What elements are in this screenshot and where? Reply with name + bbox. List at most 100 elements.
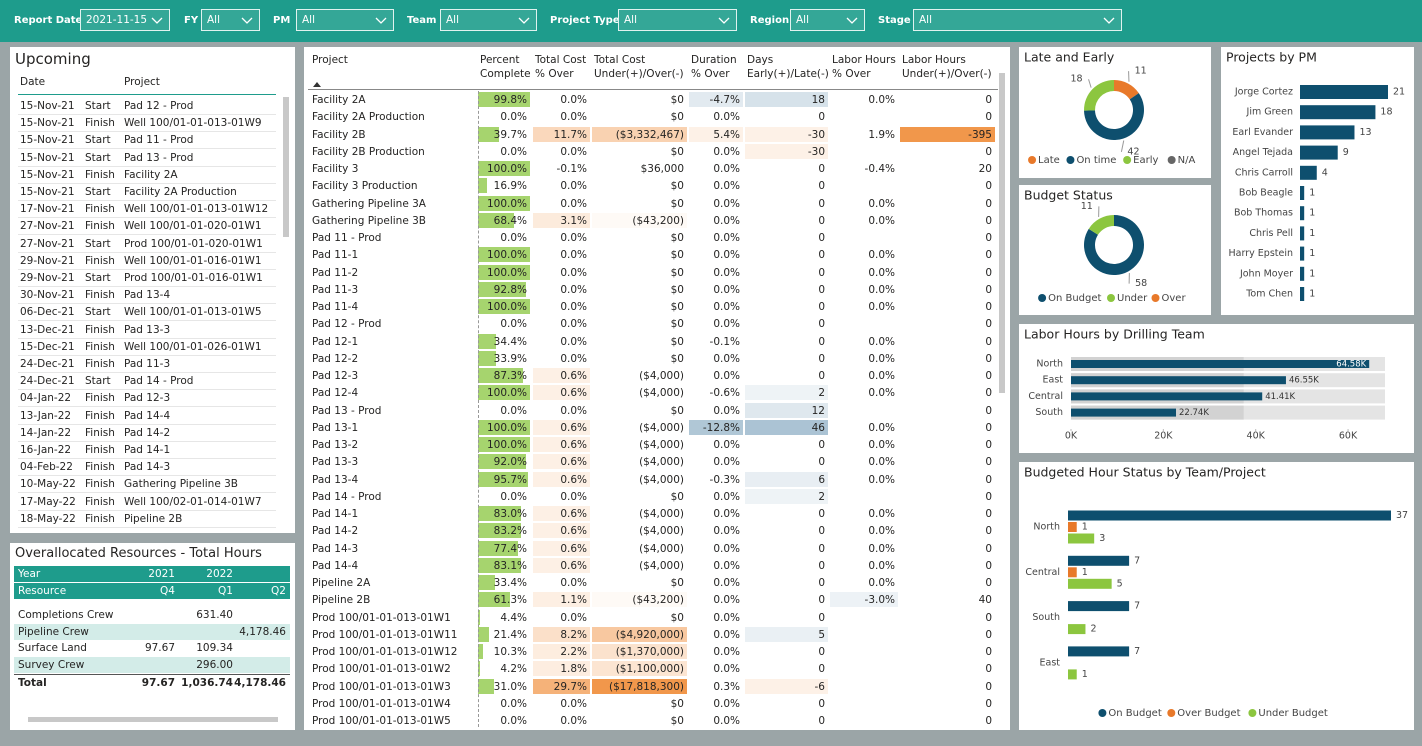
row-bg — [14, 656, 290, 673]
chart-title: Budgeted Hour Status by Team/Project — [1024, 465, 1266, 480]
cell: Facility 2A Production — [124, 186, 237, 198]
scrollbar[interactable] — [999, 73, 1005, 393]
cell: Facility 2B Production — [312, 145, 425, 158]
cell: 0.0% — [560, 697, 587, 710]
cell: 10-May-22 — [20, 478, 76, 491]
cell: 0.0% — [560, 180, 587, 193]
data-label: 41.41K — [1265, 392, 1295, 402]
cell: 0 — [985, 335, 992, 348]
cell: Prod 100/01-01-013-01W3 — [312, 680, 451, 693]
cell: 0 — [985, 145, 992, 158]
filter-dropdown[interactable]: All — [201, 9, 260, 31]
cell: 0 — [818, 301, 825, 313]
cell-bg — [592, 126, 687, 142]
percent-bar — [478, 575, 496, 590]
bar — [1071, 376, 1286, 385]
category-label: East — [1043, 375, 1064, 386]
dropdown-icon — [151, 17, 163, 24]
cell-bg — [533, 661, 590, 677]
percent-bar — [478, 281, 527, 297]
cell-bg — [533, 212, 590, 228]
cell: 0.0% — [560, 266, 587, 279]
category-label: Chris Pell — [1249, 228, 1293, 239]
budget-hours-panel — [1019, 462, 1414, 730]
filter-dropdown[interactable]: All — [440, 9, 537, 31]
cell: 97.67 — [144, 642, 175, 654]
cell: 0 — [818, 577, 825, 589]
cell: 2021 — [148, 568, 175, 580]
sort-icon[interactable] — [312, 80, 332, 90]
cell: 0 — [985, 646, 992, 658]
row-rule — [18, 148, 276, 150]
bar — [1300, 165, 1317, 180]
cell: Finish — [85, 358, 115, 370]
legend-swatch — [1038, 294, 1047, 302]
cell: Pad 14-2 — [124, 426, 171, 439]
data-label: 64.58K — [1336, 360, 1366, 370]
cell: 0.0% — [713, 145, 740, 158]
cell: Finish — [85, 426, 115, 439]
percent-bar — [478, 523, 522, 539]
cell: Start — [85, 151, 111, 164]
cell: 1.9% — [868, 128, 895, 141]
cell: 04-Feb-22 — [20, 461, 73, 474]
cell: 15-Nov-21 — [20, 134, 75, 147]
cell: 0.0% — [868, 370, 895, 382]
cell: Pipeline 2B — [312, 594, 371, 607]
cell: $36,000 — [640, 163, 684, 175]
cell: 0.0% — [713, 628, 740, 641]
cell: 0 — [818, 266, 825, 279]
filter-bar: Report Date 2021-11-15 FY All PM All Team All Pr… — [0, 0, 1422, 42]
filter-dropdown[interactable]: All — [296, 9, 394, 31]
cell-bg — [745, 143, 828, 159]
row-rule — [18, 389, 276, 391]
filter-dropdown[interactable]: 2021-11-15 — [80, 9, 170, 31]
cell: 0.0% — [713, 318, 740, 331]
cell: Facility 2A — [312, 94, 366, 106]
cell: 0.0% — [713, 404, 740, 417]
cell: 0.0% — [868, 387, 895, 400]
cell: 0.0% — [713, 611, 740, 624]
cell: 0.0% — [713, 163, 740, 175]
cell: Pad 13-3 — [124, 323, 171, 336]
cell: 2 — [818, 490, 825, 503]
cell: 27-Nov-21 — [20, 237, 75, 250]
cell: 27-Nov-21 — [20, 220, 75, 233]
legend-label: Under Budget — [1258, 708, 1327, 719]
donut-slice — [1084, 215, 1145, 275]
filter-dropdown[interactable]: All — [913, 9, 1122, 31]
filter-dropdown[interactable]: All — [618, 9, 737, 31]
cell: 0.0% — [500, 111, 527, 124]
cell: Start — [85, 100, 111, 112]
cell: 0 — [818, 525, 825, 538]
cell: 0.0% — [713, 508, 740, 520]
filter-dropdown[interactable]: All — [790, 9, 865, 31]
cell: 2 — [818, 387, 825, 400]
cell: Pad 12-4 — [312, 387, 359, 400]
panel-title: Upcoming — [15, 50, 91, 68]
cell: Pad 14-4 — [312, 559, 359, 572]
category-label: Earl Evander — [1232, 127, 1293, 138]
cell: -0.1% — [709, 335, 740, 348]
row-rule — [18, 526, 276, 528]
cell: 0.6% — [560, 542, 587, 555]
cell: 0.0% — [713, 663, 740, 676]
h-scrollbar[interactable] — [28, 717, 278, 722]
cell: 0 — [985, 111, 992, 124]
cell: -0.1% — [556, 163, 587, 175]
legend-swatch — [1123, 156, 1132, 164]
scrollbar[interactable] — [283, 97, 289, 237]
percent-bar — [478, 644, 484, 659]
data-label: 46.55K — [1289, 376, 1319, 386]
cell: 5.4% — [713, 128, 740, 141]
cell: Pad 12-2 — [312, 352, 359, 365]
cell: 0 — [985, 577, 992, 589]
cell: 0 — [818, 352, 825, 365]
bar — [1071, 408, 1177, 417]
cell: 0 — [985, 611, 992, 624]
cell: $0 — [670, 715, 684, 727]
data-label: 13 — [1359, 127, 1371, 138]
x-tick-label: 40K — [1247, 431, 1266, 442]
cell: 0 — [818, 370, 825, 382]
